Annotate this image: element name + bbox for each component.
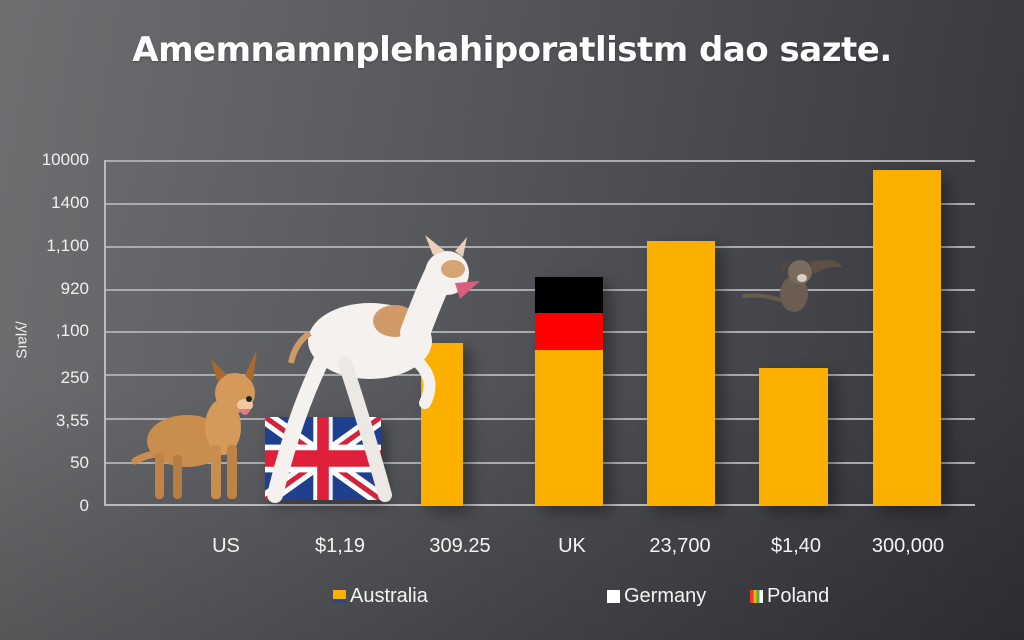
- bar-300000[interactable]: [873, 170, 941, 506]
- legend-label: Poland: [767, 585, 830, 607]
- y-tick: 1,100: [46, 236, 89, 255]
- gridline: [104, 246, 975, 248]
- x-tick-309-25: 309.25: [429, 535, 491, 557]
- x-tick-1-40: $1,40: [770, 535, 822, 557]
- gridline: [104, 160, 975, 162]
- white-dog-icon: [267, 235, 480, 503]
- gridline: [104, 203, 975, 205]
- legend-label: Australia: [350, 585, 428, 607]
- legend-label: Germany: [624, 585, 707, 607]
- y-tick: 0: [79, 496, 89, 515]
- bar-23700[interactable]: [647, 241, 715, 506]
- x-tick-1-19: $1,19: [314, 535, 366, 557]
- bar-segment-red: [535, 313, 603, 350]
- legend-item-germany[interactable]: Germany: [607, 585, 706, 608]
- legend-item-poland[interactable]: Poland: [750, 585, 829, 608]
- y-tick: 10000: [41, 150, 89, 169]
- tan-dog-icon: [131, 349, 257, 499]
- y-tick: 3,55: [55, 411, 89, 430]
- y-tick: ,100: [55, 321, 89, 340]
- multicolor-swatch-icon: [750, 590, 763, 603]
- white-swatch-icon: [607, 590, 620, 603]
- x-tick-23700: 23,700: [649, 535, 711, 557]
- legend-item-australia[interactable]: Australia: [333, 585, 428, 608]
- x-tick-us: US: [212, 535, 240, 557]
- bar-1-40[interactable]: [759, 368, 828, 506]
- y-tick: 920: [60, 279, 89, 298]
- y-tick: 1400: [51, 193, 89, 212]
- gray-dog-icon: [742, 260, 842, 312]
- orange-swatch-icon: [333, 590, 346, 603]
- y-tick: 50: [70, 453, 89, 472]
- y-tick: 250: [60, 368, 89, 387]
- bar-segment-black: [535, 277, 603, 313]
- x-tick-300000: 300,000: [871, 535, 945, 557]
- x-tick-uk: UK: [558, 535, 586, 557]
- bar-uk-stacked[interactable]: [535, 277, 603, 506]
- bar-segment-orange: [535, 350, 603, 506]
- chart-title: Amemnamnplehahiporatlistm dao sazte.: [132, 30, 892, 70]
